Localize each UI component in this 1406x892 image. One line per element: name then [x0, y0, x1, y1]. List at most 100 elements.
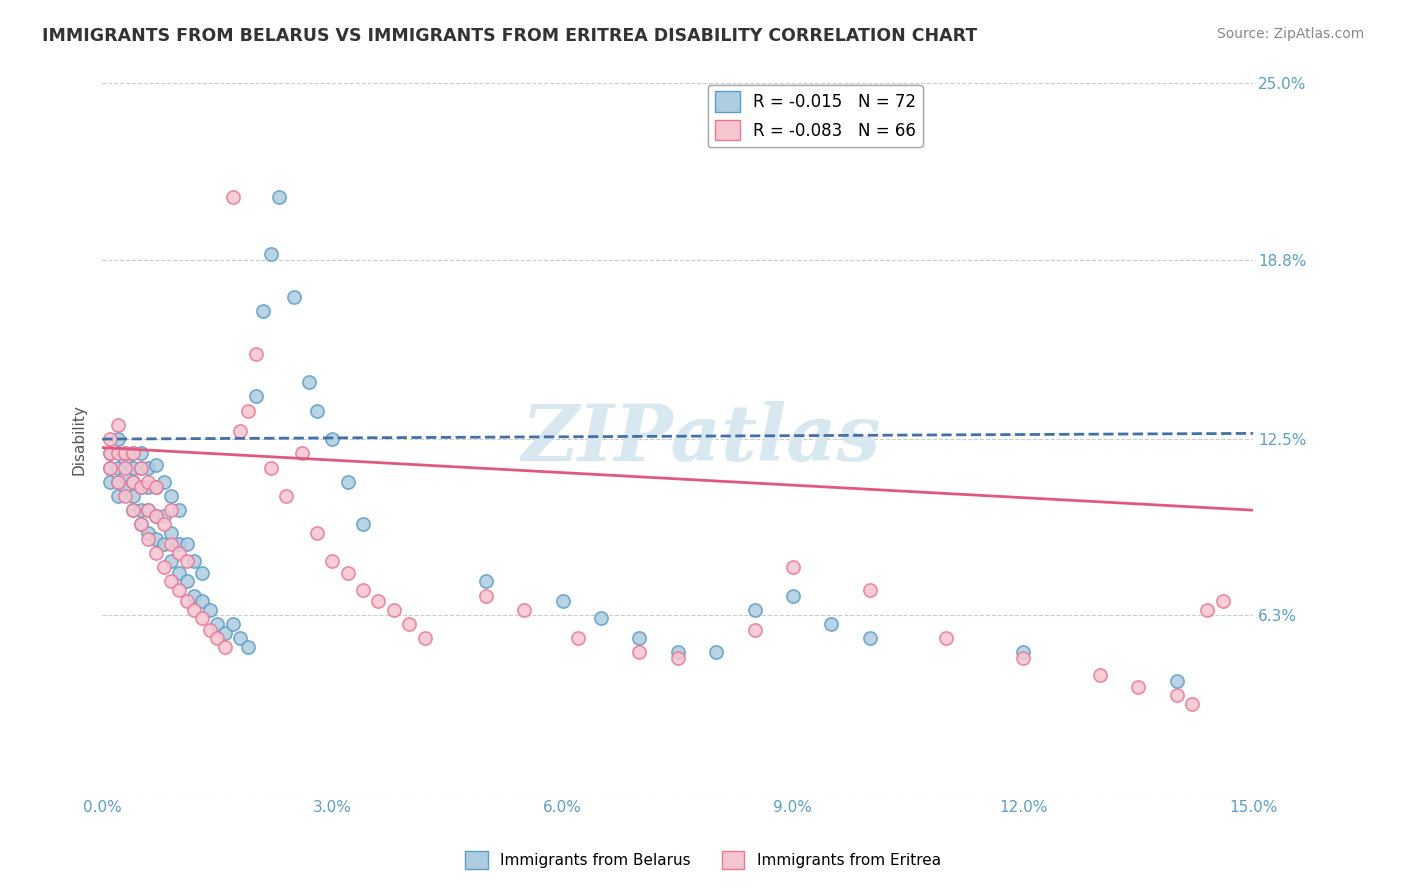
Point	[859, 582, 882, 597]
Point	[136, 503, 159, 517]
Point	[176, 537, 198, 551]
Point	[198, 623, 221, 637]
Point	[191, 594, 214, 608]
Point	[1166, 688, 1188, 702]
Point	[744, 603, 766, 617]
Point	[114, 446, 136, 460]
Point	[252, 304, 274, 318]
Point	[107, 475, 129, 489]
Point	[352, 582, 374, 597]
Point	[152, 560, 174, 574]
Point	[122, 503, 145, 517]
Point	[198, 603, 221, 617]
Text: IMMIGRANTS FROM BELARUS VS IMMIGRANTS FROM ERITREA DISABILITY CORRELATION CHART: IMMIGRANTS FROM BELARUS VS IMMIGRANTS FR…	[42, 27, 977, 45]
Point	[136, 460, 159, 475]
Point	[551, 594, 574, 608]
Point	[307, 525, 329, 540]
Point	[167, 566, 190, 580]
Point	[183, 554, 205, 568]
Point	[136, 525, 159, 540]
Point	[107, 417, 129, 432]
Point	[145, 508, 167, 523]
Point	[114, 469, 136, 483]
Point	[513, 603, 536, 617]
Point	[122, 489, 145, 503]
Point	[160, 503, 183, 517]
Point	[160, 574, 183, 589]
Point	[145, 532, 167, 546]
Point	[475, 589, 498, 603]
Point	[98, 475, 121, 489]
Point	[283, 290, 305, 304]
Point	[136, 475, 159, 489]
Point	[152, 517, 174, 532]
Point	[221, 617, 243, 632]
Point	[145, 480, 167, 494]
Point	[704, 645, 727, 659]
Point	[176, 594, 198, 608]
Legend: R = -0.015   N = 72, R = -0.083   N = 66: R = -0.015 N = 72, R = -0.083 N = 66	[709, 85, 922, 147]
Point	[160, 525, 183, 540]
Point	[114, 480, 136, 494]
Point	[107, 446, 129, 460]
Point	[398, 617, 420, 632]
Point	[107, 460, 129, 475]
Point	[236, 403, 259, 417]
Point	[820, 617, 842, 632]
Point	[628, 631, 651, 645]
Point	[145, 458, 167, 472]
Point	[98, 460, 121, 475]
Point	[167, 503, 190, 517]
Point	[236, 640, 259, 654]
Point	[321, 554, 343, 568]
Point	[160, 554, 183, 568]
Point	[98, 446, 121, 460]
Point	[666, 651, 689, 665]
Point	[129, 446, 152, 460]
Point	[628, 645, 651, 659]
Point	[129, 503, 152, 517]
Point	[122, 503, 145, 517]
Point	[276, 489, 298, 503]
Point	[1212, 594, 1234, 608]
Point	[167, 582, 190, 597]
Point	[1088, 668, 1111, 682]
Point	[782, 589, 804, 603]
Point	[567, 631, 589, 645]
Point	[114, 452, 136, 467]
Point	[1128, 680, 1150, 694]
Point	[1012, 651, 1035, 665]
Point	[367, 594, 389, 608]
Point	[336, 475, 359, 489]
Point	[152, 475, 174, 489]
Point	[145, 480, 167, 494]
Point	[475, 574, 498, 589]
Point	[122, 446, 145, 460]
Point	[214, 625, 236, 640]
Point	[152, 508, 174, 523]
Point	[291, 446, 314, 460]
Point	[107, 475, 129, 489]
Point	[207, 631, 229, 645]
Point	[183, 603, 205, 617]
Point	[336, 566, 359, 580]
Point	[935, 631, 957, 645]
Point	[98, 432, 121, 446]
Legend: Immigrants from Belarus, Immigrants from Eritrea: Immigrants from Belarus, Immigrants from…	[460, 845, 946, 875]
Point	[98, 460, 121, 475]
Point	[859, 631, 882, 645]
Point	[129, 460, 152, 475]
Point	[260, 247, 283, 261]
Point	[1197, 603, 1219, 617]
Point	[152, 537, 174, 551]
Point	[229, 631, 252, 645]
Point	[245, 347, 267, 361]
Point	[114, 489, 136, 503]
Point	[107, 489, 129, 503]
Point	[1166, 673, 1188, 688]
Point	[229, 424, 252, 438]
Point	[160, 537, 183, 551]
Point	[191, 566, 214, 580]
Point	[221, 190, 243, 204]
Point	[666, 645, 689, 659]
